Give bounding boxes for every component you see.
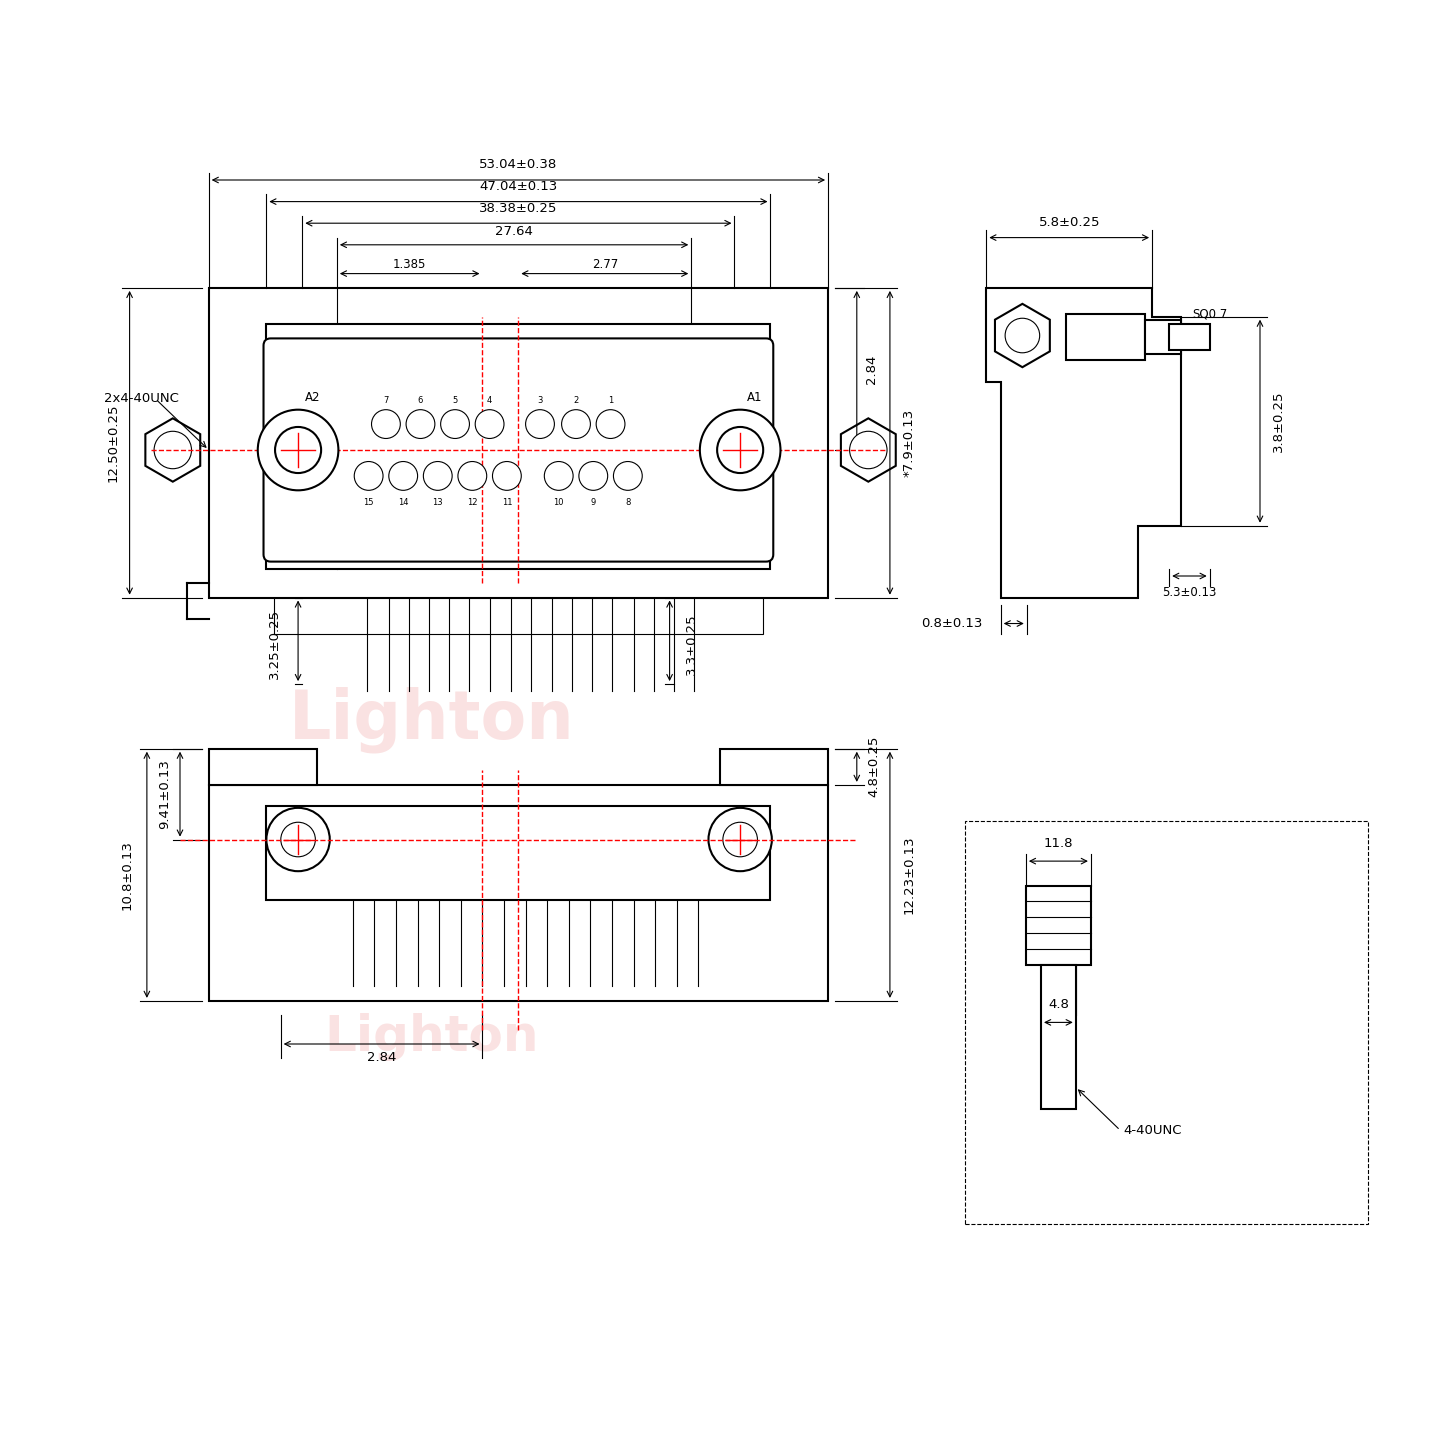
Circle shape [458, 462, 487, 491]
Bar [1025, 886, 1092, 965]
Text: 9: 9 [590, 498, 596, 507]
Circle shape [423, 462, 452, 491]
Text: 10: 10 [553, 498, 564, 507]
Circle shape [266, 808, 330, 871]
Circle shape [700, 409, 780, 491]
Circle shape [596, 409, 625, 439]
Circle shape [492, 462, 521, 491]
Text: 0.8±0.13: 0.8±0.13 [920, 616, 982, 631]
Text: 47.04±0.13: 47.04±0.13 [480, 180, 557, 193]
Polygon shape [145, 419, 200, 482]
Bar [266, 324, 770, 569]
Circle shape [372, 409, 400, 439]
Text: 6: 6 [418, 396, 423, 406]
Polygon shape [986, 288, 1181, 598]
Text: *7.9±0.13: *7.9±0.13 [903, 409, 916, 477]
Text: 3: 3 [537, 396, 543, 406]
Circle shape [475, 409, 504, 439]
Text: 11: 11 [501, 498, 513, 507]
Circle shape [526, 409, 554, 439]
Text: 12.23±0.13: 12.23±0.13 [903, 835, 916, 914]
Text: 4.8±0.25: 4.8±0.25 [867, 736, 880, 798]
Circle shape [717, 426, 763, 472]
Text: 3.3±0.25: 3.3±0.25 [685, 613, 698, 675]
Bar [274, 598, 763, 634]
Text: 2x4-40UNC: 2x4-40UNC [104, 392, 179, 406]
Text: 15: 15 [363, 498, 374, 507]
Bar [209, 749, 317, 785]
Bar [266, 806, 770, 900]
Text: 2.77: 2.77 [592, 258, 618, 271]
Circle shape [275, 426, 321, 472]
Circle shape [258, 409, 338, 491]
Text: 53.04±0.38: 53.04±0.38 [480, 158, 557, 171]
Text: 1.385: 1.385 [393, 258, 426, 271]
Text: 2.84: 2.84 [865, 354, 878, 383]
Bar [1066, 314, 1145, 360]
Text: 4-40UNC: 4-40UNC [1123, 1123, 1182, 1138]
Bar [209, 785, 828, 1001]
Text: 12.50±0.25: 12.50±0.25 [107, 403, 120, 482]
Circle shape [281, 822, 315, 857]
Circle shape [579, 462, 608, 491]
Text: 5.8±0.25: 5.8±0.25 [1038, 216, 1100, 229]
Circle shape [389, 462, 418, 491]
Text: SQ0.7: SQ0.7 [1192, 307, 1227, 321]
Text: 2.84: 2.84 [367, 1051, 396, 1064]
Circle shape [850, 432, 887, 469]
Text: 5.3±0.13: 5.3±0.13 [1162, 586, 1217, 599]
Text: 5: 5 [452, 396, 458, 406]
Circle shape [708, 808, 772, 871]
Bar [209, 288, 828, 598]
Circle shape [723, 822, 757, 857]
Circle shape [154, 432, 192, 469]
Text: 7: 7 [383, 396, 389, 406]
Text: 8: 8 [625, 498, 631, 507]
Text: 11.8: 11.8 [1044, 837, 1073, 850]
Circle shape [1005, 318, 1040, 353]
Text: 3.8±0.25: 3.8±0.25 [1272, 390, 1284, 452]
Circle shape [441, 409, 469, 439]
Text: 4.8: 4.8 [1048, 998, 1068, 1011]
Polygon shape [995, 304, 1050, 367]
Text: 9.41±0.13: 9.41±0.13 [158, 759, 171, 829]
Bar [720, 749, 828, 785]
Bar [1145, 320, 1181, 354]
Text: 4: 4 [487, 396, 492, 406]
Circle shape [406, 409, 435, 439]
Text: A1: A1 [747, 390, 763, 403]
FancyBboxPatch shape [264, 338, 773, 562]
Polygon shape [841, 419, 896, 482]
Text: A2: A2 [305, 390, 321, 403]
Text: 12: 12 [467, 498, 478, 507]
Text: 38.38±0.25: 38.38±0.25 [480, 202, 557, 215]
Circle shape [562, 409, 590, 439]
Circle shape [354, 462, 383, 491]
Bar [1041, 965, 1076, 1109]
Circle shape [544, 462, 573, 491]
Text: Lighton: Lighton [289, 687, 575, 753]
Text: 27.64: 27.64 [495, 225, 533, 238]
Text: 3.25±0.25: 3.25±0.25 [268, 609, 281, 680]
Text: Lighton: Lighton [325, 1012, 539, 1061]
Text: 13: 13 [432, 498, 444, 507]
Bar [1169, 324, 1210, 350]
Circle shape [613, 462, 642, 491]
Text: 10.8±0.13: 10.8±0.13 [121, 840, 134, 910]
Text: 1: 1 [608, 396, 613, 406]
Text: 14: 14 [397, 498, 409, 507]
Text: 2: 2 [573, 396, 579, 406]
Bar [965, 821, 1368, 1224]
